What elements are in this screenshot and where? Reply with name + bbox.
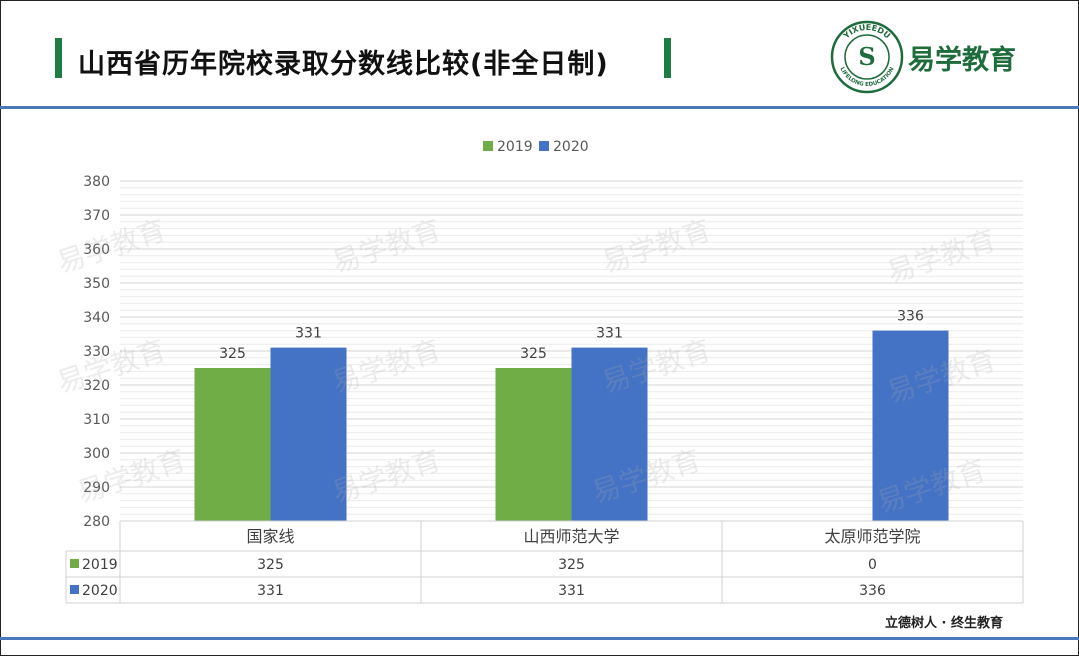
y-tick-label: 370 — [83, 208, 110, 224]
table-series-label: 2019 — [82, 557, 118, 573]
legend-swatch — [483, 141, 493, 151]
y-tick-label: 330 — [83, 344, 110, 360]
data-label: 325 — [219, 346, 246, 362]
table-cell: 0 — [868, 557, 877, 573]
title-accent-bar-left — [55, 38, 62, 78]
header-divider — [0, 106, 1079, 109]
bar-2019 — [194, 368, 271, 521]
y-tick-label: 320 — [83, 378, 110, 394]
legend-swatch — [539, 141, 549, 151]
y-tick-label: 380 — [83, 174, 110, 190]
title-accent-bar-right — [664, 38, 671, 78]
data-label: 331 — [295, 326, 322, 342]
table-legend-key — [70, 585, 79, 594]
footer-divider — [0, 637, 1079, 640]
table-cell: 325 — [558, 557, 585, 573]
y-tick-label: 300 — [83, 446, 110, 462]
y-tick-label: 280 — [83, 514, 110, 530]
bar-2019 — [495, 368, 572, 521]
bar-2020 — [571, 347, 648, 521]
legend-label: 2020 — [553, 139, 589, 155]
bar-2020 — [270, 347, 347, 521]
table-cell: 331 — [257, 583, 284, 599]
y-tick-label: 340 — [83, 310, 110, 326]
y-tick-label: 350 — [83, 276, 110, 292]
x-category-label: 国家线 — [246, 527, 294, 546]
logo-letter: S — [858, 42, 875, 71]
brand-logo-icon: YIXUEEDU LIFELONG EDUCATION S — [830, 20, 904, 98]
data-label: 331 — [596, 326, 623, 342]
table-series-label: 2020 — [82, 583, 118, 599]
y-tick-label: 360 — [83, 242, 110, 258]
table-cell: 331 — [558, 583, 585, 599]
table-cell: 325 — [257, 557, 284, 573]
data-label: 336 — [897, 309, 924, 325]
footer-slogan: 立德树人 · 终生教育 — [885, 616, 1003, 631]
data-label: 325 — [520, 346, 547, 362]
bar-2020 — [872, 330, 949, 521]
table-cell: 336 — [859, 583, 886, 599]
x-category-label: 太原师范学院 — [824, 527, 920, 546]
y-tick-label: 310 — [83, 412, 110, 428]
page-title: 山西省历年院校录取分数线比较(非全日制) — [78, 49, 609, 80]
x-category-label: 山西师范大学 — [523, 527, 619, 546]
legend-label: 2019 — [497, 139, 533, 155]
table-legend-key — [70, 559, 79, 568]
y-tick-label: 290 — [83, 480, 110, 496]
brand-name: 易学教育 — [908, 45, 1016, 76]
